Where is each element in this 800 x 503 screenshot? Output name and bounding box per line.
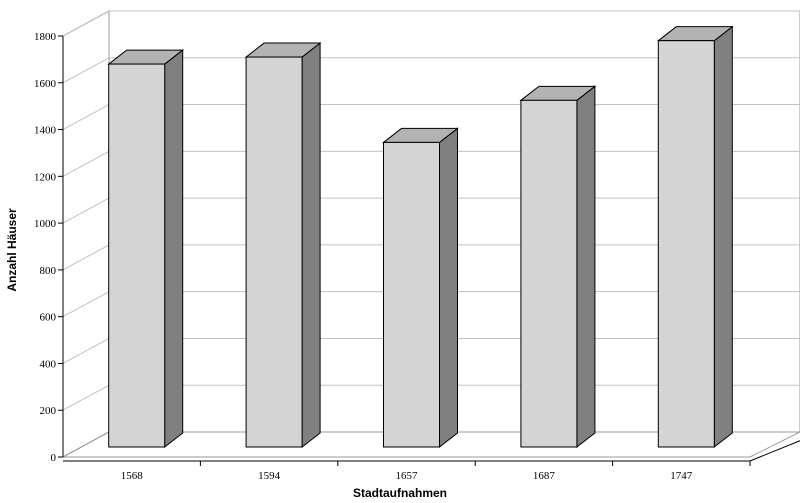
bar-side bbox=[164, 49, 184, 449]
y-tick-label: 1000 bbox=[34, 218, 57, 230]
bar-side bbox=[713, 25, 733, 449]
gridline-side bbox=[62, 104, 110, 130]
axes bbox=[58, 35, 800, 466]
gridline-side bbox=[62, 384, 110, 411]
y-tick-label: 400 bbox=[40, 358, 57, 370]
gridline-side bbox=[62, 150, 110, 177]
bar-side bbox=[576, 85, 596, 449]
y-tick-label: 0 bbox=[51, 452, 57, 464]
bar-side bbox=[439, 127, 458, 449]
y-tick-labels: 0 200 400 600 800 1000 1200 1400 1600 1800 bbox=[34, 31, 57, 464]
bar-front bbox=[520, 99, 578, 448]
y-tick-label: 1600 bbox=[34, 78, 57, 90]
bar bbox=[519, 85, 597, 449]
bars bbox=[107, 25, 734, 449]
bar-front bbox=[383, 141, 440, 448]
x-tick-label: 1594 bbox=[258, 470, 281, 482]
bar bbox=[244, 42, 322, 449]
y-axis-title: Anzahl Häuser bbox=[5, 208, 19, 292]
bar bbox=[107, 49, 185, 449]
bar-front bbox=[108, 63, 166, 448]
y-tick-label: 1800 bbox=[34, 31, 57, 43]
gridline-side bbox=[62, 244, 110, 271]
x-tick-labels: 1568 1594 1657 1687 1747 bbox=[121, 470, 693, 482]
x-tick-label: 1657 bbox=[396, 470, 419, 482]
gridline-side bbox=[62, 197, 110, 224]
gridline-side bbox=[62, 10, 110, 37]
bar bbox=[656, 25, 734, 449]
bar bbox=[382, 127, 459, 449]
x-tick-label: 1568 bbox=[121, 470, 144, 482]
x-axis-title: Stadtaufnahmen bbox=[353, 486, 447, 500]
y-tick-label: 200 bbox=[40, 405, 57, 417]
x-tick-label: 1747 bbox=[670, 470, 693, 482]
bar-side bbox=[301, 42, 321, 449]
x-tick-label: 1687 bbox=[533, 470, 556, 482]
x-axis-depth-line bbox=[749, 440, 800, 462]
y-tick-label: 800 bbox=[40, 265, 57, 277]
y-tick-label: 1200 bbox=[34, 171, 57, 183]
gridline-side bbox=[62, 291, 110, 318]
bar-front bbox=[245, 56, 303, 448]
y-tick-label: 600 bbox=[40, 312, 57, 324]
y-tick-label: 1400 bbox=[34, 125, 57, 137]
gridline-side bbox=[62, 338, 110, 364]
side-wall bbox=[62, 10, 110, 458]
gridline-side bbox=[62, 57, 110, 84]
bar-front bbox=[657, 40, 715, 448]
